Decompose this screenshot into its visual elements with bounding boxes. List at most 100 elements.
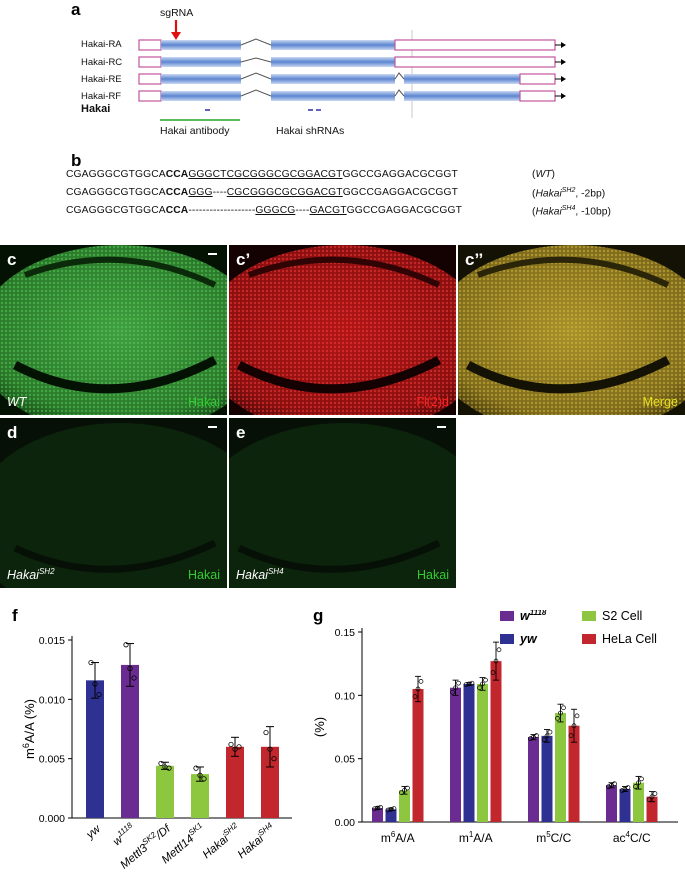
data-point [232,746,238,752]
gene-label: Hakai [81,103,111,115]
sequence-note-part: Hakai [535,206,562,218]
data-point [263,729,269,736]
sequence-segment: GGCCGAGGACGCGGT [346,205,462,216]
isoform-label: Hakai-RA [81,39,122,50]
data-point [541,737,547,743]
bar [412,689,424,822]
legend-swatch [500,634,514,644]
legend-entry: yw [519,632,538,646]
data-point [450,689,455,695]
stain-label: Merge [642,395,678,409]
sequence-note-part: Hakai [535,188,562,200]
bar [633,782,644,822]
data-point [131,675,137,681]
sequence-segment: ------------------- [188,205,256,216]
bar [86,680,104,818]
data-point [646,797,652,803]
data-point [228,741,234,748]
data-point [385,807,391,813]
sequence-segment: CGAGGGCGTGGCA [66,169,166,180]
legend-entry: w1118 [520,610,547,623]
sequence-segment: ---- [212,187,227,198]
data-point [636,780,641,786]
genotype-label: HakaiSH4 [236,566,284,582]
sequence-note-part: ( [532,169,536,180]
data-point [378,804,383,810]
genotype-label: WT [7,395,27,409]
y-axis-label: m6A/A (%) [21,699,37,759]
sequence-note-part: ( [532,188,536,200]
panel-letter-c2: c’’ [465,250,484,269]
stain-label: Hakai [417,568,449,582]
bar [555,713,566,822]
legend-swatch [582,634,596,644]
y-tick-label: 0.00 [335,817,356,829]
sequence-segment: GGCCGAGGACGCGGT [342,187,459,198]
panel-letter-g: g [313,606,324,625]
data-point [127,665,133,672]
sequence-segment: GGGCG [255,205,296,216]
sequence-wt: CGAGGGCGTGGCACCAGGGCTCGCGGGCGCGGACGTGGCC… [66,169,458,180]
category-label: m1A/A [459,830,493,845]
isoform-rf [138,89,566,102]
data-point [197,772,203,778]
shrna-label: Hakai shRNAs [276,125,345,137]
data-point [568,733,574,738]
data-point [96,691,102,698]
bar [372,808,383,822]
gene-model: sgRNA Hakai-RA Hakai-RC Hakai-RE Hakai-R… [0,0,685,145]
bar [528,737,539,822]
data-point [544,733,550,739]
sequence-segment: GGGCTCGCGGGCGCGGACGT [188,169,343,180]
data-point [493,658,499,664]
sequence-segment: CCA [165,205,189,216]
data-point [415,686,421,692]
data-point [267,746,273,752]
data-point [271,756,277,762]
stain-label: Hakai [188,395,220,409]
bar [568,725,580,822]
sequence-note-part: , -2bp) [575,188,606,200]
data-point [453,685,458,691]
data-point [166,765,172,771]
y-tick-label: 0.010 [39,694,65,706]
data-point [490,670,496,675]
bar [261,746,279,818]
y-tick-label: 0.05 [335,754,356,766]
data-point [201,776,207,782]
legend-entry: HeLa Cell [602,632,657,646]
sequence-note-sh4: (HakaiSH4, -10bp) [532,205,611,217]
data-point [612,781,617,787]
data-point [463,682,469,688]
stain-label: Hakai [188,568,220,582]
data-point [496,647,502,653]
bar [619,789,631,822]
data-point [391,806,397,811]
sequence-note-sh2: (HakaiSH2, -2bp) [532,187,605,199]
data-point [88,659,94,666]
genotype-label: HakaiSH2 [7,566,55,582]
bar [191,774,209,818]
data-point [558,710,563,716]
bar [385,809,397,822]
category-label: m5C/C [536,830,571,845]
sequence-segment: CCA [165,187,189,198]
sgrna-arrowhead [171,32,181,40]
image-e-hakai-sh4: e HakaiSH4 Hakai [229,418,456,588]
category-label: m6A/A [381,830,415,845]
data-point [92,681,98,687]
sequence-note-part: ) [551,169,555,180]
image-d-hakai-sh2: d HakaiSH2 Hakai [0,418,227,588]
sequence-note-part: SH4 [561,205,576,212]
data-point [236,744,242,750]
sequence-note-wt: (WT) [532,169,555,180]
bar [477,683,488,822]
data-point [466,681,472,687]
sequence-note-part: WT [535,169,552,180]
data-point [652,791,658,796]
gene-model-diagram [138,20,566,121]
isoform-re [138,72,566,85]
bar [226,746,244,818]
data-point [456,680,461,686]
